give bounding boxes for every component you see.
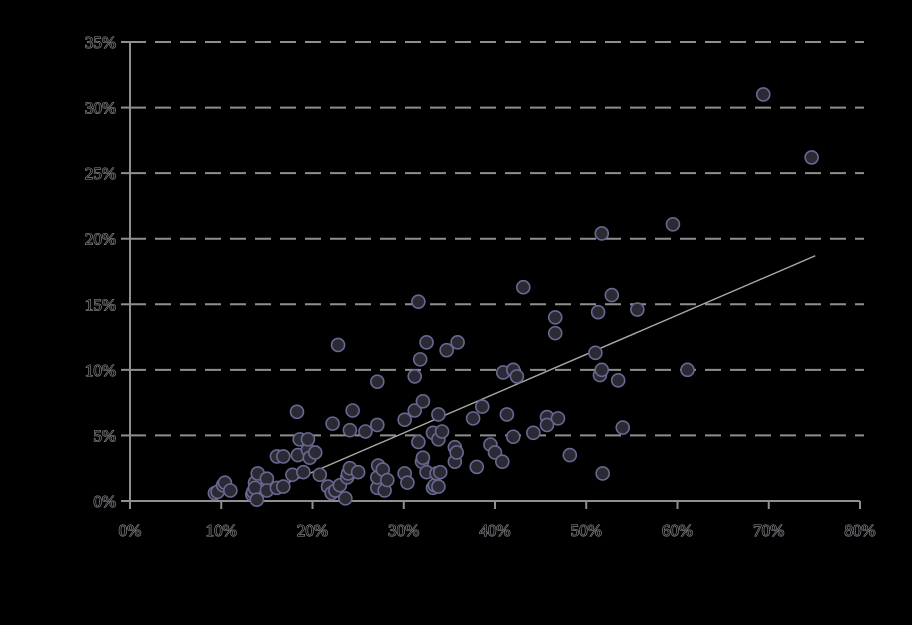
data-point [407,369,423,384]
data-point [615,420,631,435]
data-point [419,335,434,350]
data-point [665,216,681,232]
data-point [325,416,340,431]
y-tick-label: 15% [85,295,116,314]
data-point [296,464,311,480]
gridlines [130,41,864,437]
y-tick-label: 20% [85,230,116,249]
data-point [400,475,415,490]
data-point [431,479,446,494]
data-point [547,325,563,341]
data-point [515,279,531,295]
data-point [369,417,385,433]
x-tick-label: 20% [297,521,328,540]
data-point [411,434,426,450]
data-point [680,362,695,378]
data-point [275,449,291,464]
data-point [330,337,346,353]
data-point [412,352,428,367]
data-point [526,425,541,441]
data-point [469,459,485,475]
data-point [505,429,521,445]
data-point [249,492,265,507]
data-point [431,407,446,422]
data-point [509,369,525,384]
x-tick-label: 70% [753,521,784,540]
data-point [539,417,555,433]
x-tick-label: 10% [206,521,237,540]
data-point [434,424,450,439]
data-point [604,287,620,303]
data-point [312,467,328,483]
y-tick-label: 5% [93,426,116,445]
data-point [595,466,610,481]
data-point [755,87,771,102]
data-point [289,404,305,420]
y-tick-label: 0% [93,492,116,511]
data-point [630,302,645,317]
data-point [307,445,323,460]
data-point [590,304,606,320]
data-point [300,432,316,447]
data-point [450,335,465,350]
data-point [407,403,423,418]
data-point [804,150,819,165]
data-point [275,479,291,494]
data-point [449,445,464,460]
data-point [588,345,603,361]
data-point [350,464,366,480]
data-point [223,483,238,498]
data-points [207,87,819,507]
data-point [610,373,626,388]
data-point [380,472,395,488]
data-point [358,424,373,439]
data-point [345,403,360,418]
data-point [494,454,510,469]
data-point [342,422,358,438]
y-tick-label: 25% [85,164,116,183]
data-point [547,310,563,325]
data-point [474,399,490,414]
data-point [247,480,263,496]
x-tick-label: 80% [844,521,875,540]
x-tick-label: 40% [479,521,510,540]
data-point [562,447,578,463]
y-tick-label: 10% [85,361,116,380]
x-tick-label: 30% [388,521,419,540]
x-tick-label: 60% [662,521,693,540]
data-point [594,362,610,378]
axis-labels: 0% 5% 10% 15% 20% 25% 30% 35% 0% 10% 20% 30% 40% 50% 6… [84,32,876,540]
x-tick-label: 50% [571,521,602,540]
data-point [338,491,353,506]
data-point [397,412,412,427]
data-point [499,407,515,422]
trend-line [248,255,816,501]
y-tick-label: 35% [85,33,116,52]
data-point [369,374,385,389]
data-point [594,226,610,241]
data-point [432,464,448,480]
x-tick-label: 0% [119,521,142,540]
data-point [411,294,426,309]
data-point [550,411,566,426]
data-point [415,450,431,466]
y-tick-label: 30% [85,99,116,118]
data-point [465,411,481,426]
data-point [415,394,431,409]
data-point [439,342,454,358]
